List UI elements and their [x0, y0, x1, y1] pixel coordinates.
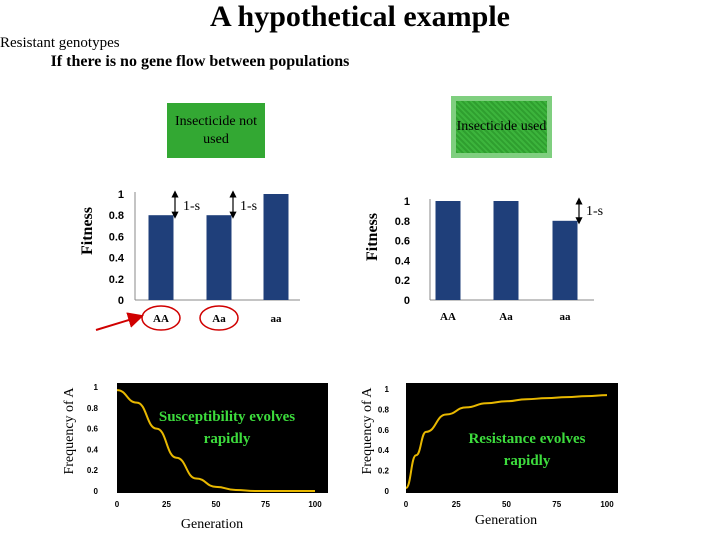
line-y-tick-label: 1 [94, 383, 99, 392]
bar-Aa [493, 201, 519, 300]
bar-y-tick-label: 0.4 [109, 253, 125, 265]
insecticide-not-used-box: Insecticide not used [167, 103, 265, 158]
bar-y-tick-label: 0.6 [395, 236, 410, 248]
line-y-tick-label: 0 [94, 487, 99, 496]
line-x-tick-label: 75 [261, 500, 270, 509]
bar-aa [552, 220, 578, 300]
line-x-tick-label: 0 [404, 500, 409, 509]
bar-category-label: AA [153, 313, 169, 325]
bar-y-tick-label: 0 [404, 295, 410, 307]
selection-coefficient-label: 1-s [586, 204, 603, 219]
bar-AA [148, 215, 174, 300]
bar-y-tick-label: 1 [118, 189, 124, 201]
bar-category-label: aa [560, 311, 572, 323]
bar-y-tick-label: 0.2 [395, 275, 410, 287]
frequency-curve-0 [116, 389, 315, 492]
bar-y-tick-label: 0.4 [395, 255, 411, 267]
bar-y-tick-label: 0.8 [109, 210, 124, 222]
line-y-tick-label: 0.8 [378, 405, 390, 414]
line-y-tick-label: 0.6 [378, 426, 390, 435]
curve-annotation-line2: rapidly [204, 431, 251, 447]
line-y-tick-label: 0.8 [87, 404, 99, 413]
line-x-tick-label: 50 [212, 500, 221, 509]
line-y-tick-label: 0.2 [378, 467, 390, 476]
genotype-circle-AA [141, 305, 181, 331]
selection-coefficient-label: 1-s [183, 199, 200, 214]
line-x-tick-label: 100 [308, 500, 322, 509]
resistant-genotypes-label: Resistant genotypes [0, 35, 120, 51]
line-x-tick-label: 0 [115, 500, 120, 509]
line-y-tick-label: 0.2 [87, 466, 99, 475]
bar-Aa [206, 215, 232, 300]
line-y-tick-label: 0.6 [87, 425, 99, 434]
curve-annotation-line2: rapidly [504, 453, 551, 469]
genotype-circle-Aa [199, 305, 239, 331]
frequency-curve-1 [405, 394, 608, 489]
line-y-tick-label: 0.4 [87, 445, 99, 454]
bar-category-label: Aa [212, 313, 226, 325]
insecticide-used-box: Insecticide used [451, 96, 552, 158]
line-x-tick-label: 50 [502, 500, 511, 509]
page-title: A hypothetical example [210, 0, 510, 33]
curve-annotation-line1: Resistance evolves [468, 431, 585, 447]
bar-y-tick-label: 0.8 [395, 216, 410, 228]
bar-category-label: Aa [499, 311, 513, 323]
bar-y-tick-label: 0.2 [109, 274, 124, 286]
line-x-tick-label: 25 [162, 500, 171, 509]
line-y-tick-label: 1 [385, 385, 390, 394]
genotype-arrow [95, 312, 144, 331]
generation-axis-label: Generation [181, 517, 243, 532]
curve-annotation-line1: Susceptibility evolves [159, 409, 295, 425]
selection-coefficient-label: 1-s [240, 199, 257, 214]
generation-axis-label: Generation [475, 513, 537, 528]
bar-category-label: AA [440, 311, 456, 323]
gene-flow-caption: If there is no gene flow between populat… [50, 52, 350, 70]
bar-y-tick-label: 1 [404, 196, 410, 208]
bar-category-label: aa [271, 313, 283, 325]
line-chart-background-0 [117, 383, 328, 493]
bar-y-tick-label: 0.6 [109, 231, 124, 243]
bar-aa [263, 194, 289, 300]
line-x-tick-label: 100 [600, 500, 614, 509]
line-y-tick-label: 0 [385, 487, 390, 496]
line-y-tick-label: 0.4 [378, 446, 390, 455]
line-x-tick-label: 25 [452, 500, 461, 509]
bar-AA [435, 201, 461, 300]
line-x-tick-label: 75 [552, 500, 561, 509]
bar-y-tick-label: 0 [118, 295, 124, 307]
